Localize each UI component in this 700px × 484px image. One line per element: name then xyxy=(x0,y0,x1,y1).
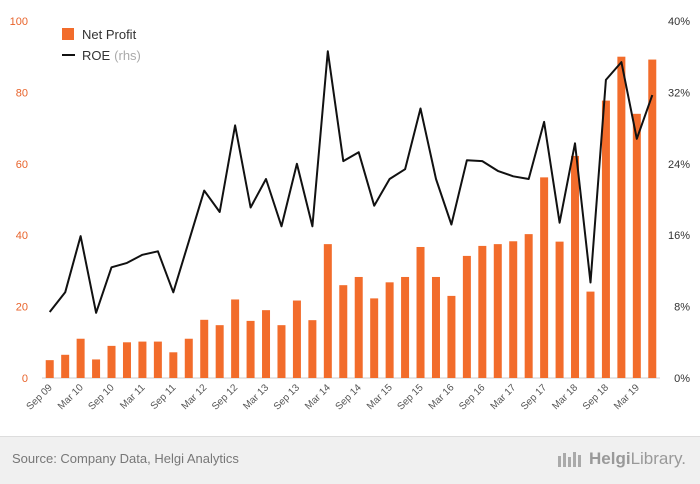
net-profit-bar xyxy=(200,319,209,378)
legend-swatch-net-profit xyxy=(62,28,74,40)
net-profit-bar xyxy=(76,338,85,378)
net-profit-bars xyxy=(45,56,657,379)
net-profit-bar xyxy=(462,255,471,378)
net-profit-bar xyxy=(354,276,363,378)
net-profit-bar xyxy=(416,246,425,378)
legend-roe-suffix: (rhs) xyxy=(114,48,141,63)
net-profit-bar xyxy=(61,354,70,378)
left-tick-label: 80 xyxy=(16,87,28,99)
net-profit-bar xyxy=(401,276,410,378)
legend-label-net-profit: Net Profit xyxy=(82,27,137,42)
brand-name-2: Library. xyxy=(630,449,686,468)
x-tick-label: Mar 15 xyxy=(365,382,395,412)
left-tick-label: 60 xyxy=(16,159,28,171)
net-profit-bar xyxy=(292,300,301,378)
net-profit-bar xyxy=(540,177,549,378)
legend: Net Profit ROE (rhs) xyxy=(62,27,141,63)
source-note: Source: Company Data, Helgi Analytics xyxy=(12,451,239,466)
roe-line xyxy=(48,50,654,314)
right-tick-label: 8% xyxy=(674,302,690,314)
net-profit-bar xyxy=(509,241,518,378)
net-profit-bar xyxy=(571,155,580,378)
net-profit-bar xyxy=(431,276,440,378)
right-tick-label: 24% xyxy=(668,159,690,171)
x-tick-label: Sep 13 xyxy=(272,382,302,412)
net-profit-bar xyxy=(308,320,317,378)
brand-name-1: Helgi xyxy=(589,449,631,468)
net-profit-bar xyxy=(370,298,379,378)
x-tick-label: Mar 16 xyxy=(427,382,457,412)
net-profit-bar xyxy=(231,299,240,378)
right-tick-label: 0% xyxy=(674,373,690,385)
x-tick-label: Sep 17 xyxy=(519,382,549,412)
net-profit-bar xyxy=(447,295,456,378)
x-tick-label: Sep 14 xyxy=(334,382,364,412)
x-tick-label: Sep 15 xyxy=(395,382,425,412)
net-profit-bar xyxy=(153,341,162,378)
x-tick-label: Mar 19 xyxy=(612,382,642,412)
x-axis-ticks: Sep 09 Mar 10 Sep 10 Mar 11 Sep 11 Mar 12 Sep … xyxy=(25,382,643,413)
net-profit-bar xyxy=(107,345,116,378)
net-profit-bar xyxy=(648,59,657,378)
legend-roe-name: ROE xyxy=(82,48,111,63)
x-tick-label: Sep 09 xyxy=(25,382,55,412)
net-profit-bar xyxy=(184,338,193,378)
net-profit-bar xyxy=(478,245,487,378)
net-profit-bar xyxy=(215,325,224,378)
left-tick-label: 40 xyxy=(16,230,28,242)
net-profit-bar xyxy=(493,244,502,378)
brand-logo[interactable]: HelgiLibrary. xyxy=(557,449,686,469)
net-profit-bar xyxy=(122,342,131,378)
right-axis-ticks: 0% 8% 16% 24% 32% 40% xyxy=(668,16,690,385)
net-profit-bar xyxy=(632,113,641,378)
left-tick-label: 0 xyxy=(22,373,28,385)
net-profit-bar xyxy=(169,352,178,378)
left-tick-label: 100 xyxy=(10,16,28,28)
net-profit-bar xyxy=(277,325,286,378)
x-tick-label: Mar 11 xyxy=(118,382,148,412)
net-profit-bar xyxy=(339,285,348,378)
right-tick-label: 40% xyxy=(668,16,690,28)
x-tick-label: Mar 18 xyxy=(550,382,580,412)
net-profit-bar xyxy=(555,241,564,378)
left-axis-ticks: 0 20 40 60 80 100 xyxy=(10,16,28,385)
net-profit-bar xyxy=(92,359,101,378)
x-tick-label: Mar 12 xyxy=(180,382,210,412)
right-tick-label: 16% xyxy=(668,230,690,242)
net-profit-bar xyxy=(385,282,394,378)
net-profit-bar xyxy=(246,320,255,378)
x-tick-label: Mar 13 xyxy=(241,382,271,412)
x-tick-label: Mar 14 xyxy=(303,382,333,412)
net-profit-bar xyxy=(45,360,54,378)
net-profit-bar xyxy=(262,310,271,378)
x-tick-label: Mar 10 xyxy=(56,382,86,412)
x-tick-label: Sep 18 xyxy=(581,382,611,412)
net-profit-bar xyxy=(617,56,626,378)
legend-label-roe: ROE (rhs) xyxy=(82,48,141,63)
net-profit-bar xyxy=(524,234,533,378)
x-tick-label: Mar 17 xyxy=(489,382,519,412)
net-profit-bar xyxy=(323,244,332,378)
net-profit-bar xyxy=(586,291,595,378)
x-tick-label: Sep 16 xyxy=(457,382,487,412)
right-tick-label: 32% xyxy=(668,87,690,99)
x-tick-label: Sep 12 xyxy=(210,382,240,412)
footer: Source: Company Data, Helgi Analytics He… xyxy=(0,436,700,484)
x-tick-label: Sep 11 xyxy=(149,382,179,412)
net-profit-bar xyxy=(601,100,610,379)
x-tick-label: Sep 10 xyxy=(86,382,116,412)
net-profit-bar xyxy=(138,341,147,378)
left-tick-label: 20 xyxy=(16,302,28,314)
library-icon xyxy=(558,452,581,467)
